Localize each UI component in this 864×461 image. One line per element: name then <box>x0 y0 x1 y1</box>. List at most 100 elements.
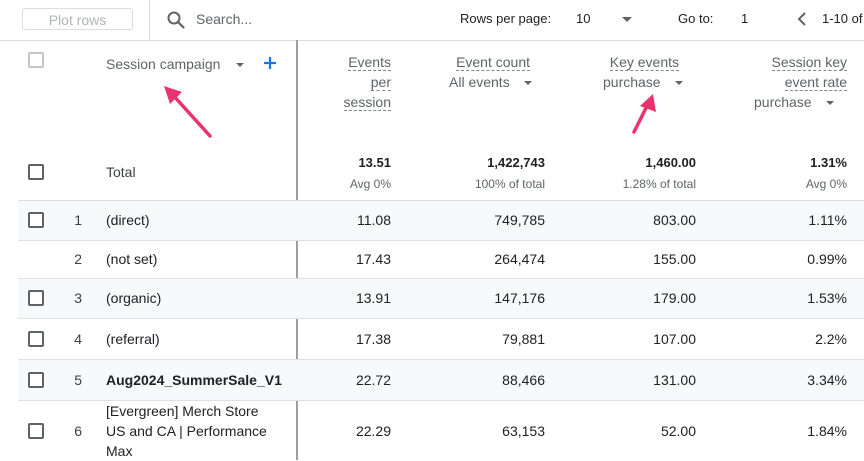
row-index: 4 <box>74 331 82 347</box>
total-subtext: Avg 0% <box>349 177 391 191</box>
row-dimension: (direct) <box>106 210 286 230</box>
row-value: 107.00 <box>653 331 696 347</box>
row-value: 79,881 <box>502 331 545 347</box>
row-dimension-line: (not set) <box>106 251 158 267</box>
row-value: 147,176 <box>494 290 545 306</box>
row-dimension: (not set) <box>106 249 286 269</box>
column-header-session-key-event-rate[interactable]: Session key event rate <box>771 52 847 92</box>
table-row[interactable] <box>18 400 864 461</box>
rows-per-page-select[interactable]: 10 <box>576 11 591 26</box>
row-value: 2.2% <box>815 331 847 347</box>
column-title-line: Events <box>348 54 391 71</box>
total-subtext: Avg 0% <box>805 177 847 191</box>
row-index: 2 <box>74 251 82 267</box>
row-index: 1 <box>74 212 82 228</box>
row-index: 3 <box>74 290 82 306</box>
table-row[interactable] <box>18 318 864 359</box>
go-to-page-input[interactable]: 1 <box>741 11 749 26</box>
row-value: 0.99% <box>807 251 847 267</box>
annotation-arrow-icon <box>164 86 212 138</box>
chevron-down-icon[interactable] <box>622 17 632 22</box>
row-dimension: (organic) <box>106 288 286 308</box>
row-dimension-line: Aug2024_SummerSale_V1 <box>106 372 282 388</box>
row-value: 22.29 <box>355 423 391 439</box>
row-value: 155.00 <box>653 251 696 267</box>
total-value: 1.31% <box>810 155 847 170</box>
plot-rows-button[interactable]: Plot rows <box>22 8 133 30</box>
table-row[interactable] <box>18 278 864 319</box>
row-value: 17.43 <box>355 251 391 267</box>
annotation-arrow-icon <box>632 94 656 134</box>
row-dimension: Aug2024_SummerSale_V1 <box>106 370 286 390</box>
row-value: 11.08 <box>357 212 391 228</box>
total-label: Total <box>106 164 136 180</box>
total-value: 1,422,743 <box>487 155 545 170</box>
total-subtext: 1.28% of total <box>622 177 696 191</box>
row-dimension-line: (organic) <box>106 290 162 306</box>
row-value: 13.91 <box>355 290 391 306</box>
column-title-line: Key events <box>609 54 679 71</box>
row-index: 5 <box>74 372 82 388</box>
chevron-left-icon[interactable] <box>794 10 810 28</box>
row-value: 1.11% <box>808 212 847 228</box>
add-dimension-icon[interactable] <box>262 55 278 71</box>
row-value: 131.00 <box>653 372 696 388</box>
column-header-key-events[interactable]: Key events <box>609 52 679 72</box>
total-subtext: 100% of total <box>474 177 545 191</box>
row-value: 22.72 <box>355 372 391 388</box>
column-header-event-count[interactable]: Event count <box>456 52 530 72</box>
column-title-line: Session key <box>771 54 847 71</box>
row-value: 1.84% <box>807 423 847 439</box>
row-value: 63,153 <box>502 423 545 439</box>
select-all-checkbox[interactable] <box>28 52 44 68</box>
go-to-label: Go to: <box>678 11 714 26</box>
row-dimension: (referral) <box>106 329 286 349</box>
row-value: 3.34% <box>807 372 847 388</box>
total-value: 1,460.00 <box>645 155 696 170</box>
row-index: 6 <box>74 423 82 439</box>
table-row[interactable] <box>18 359 864 401</box>
row-checkbox[interactable] <box>28 212 44 228</box>
rows-per-page-label: Rows per page: <box>460 11 552 26</box>
chevron-down-icon[interactable] <box>524 81 532 85</box>
row-value: 17.38 <box>355 331 391 347</box>
row-dimension-line: (direct) <box>106 212 150 228</box>
event-count-selector[interactable]: All events <box>449 74 510 90</box>
session-key-event-rate-selector[interactable]: purchase <box>754 94 812 110</box>
dimension-column-divider <box>296 40 298 460</box>
row-dimension-line: US and CA | Performance <box>106 423 267 439</box>
row-dimension: [Evergreen] Merch Store US and CA | Perf… <box>106 401 286 461</box>
key-events-selector[interactable]: purchase <box>603 74 661 90</box>
row-value: 803.00 <box>653 212 696 228</box>
chevron-down-icon[interactable] <box>826 101 834 105</box>
total-value: 13.51 <box>358 155 391 170</box>
chevron-down-icon[interactable] <box>236 63 244 67</box>
row-checkbox[interactable] <box>28 331 44 347</box>
row-value: 264,474 <box>494 251 545 267</box>
row-value: 88,466 <box>502 372 545 388</box>
row-checkbox[interactable] <box>28 290 44 306</box>
dimension-header-label[interactable]: Session campaign <box>106 56 221 72</box>
search-input[interactable] <box>196 8 346 30</box>
row-checkbox[interactable] <box>28 372 44 388</box>
pagination-range: 1-10 of <box>822 11 863 26</box>
row-dimension-line: [Evergreen] Merch Store <box>106 403 259 419</box>
column-title-line: event rate <box>784 74 847 91</box>
column-title-line: per <box>370 74 391 91</box>
row-value: 1.53% <box>807 290 847 306</box>
row-value: 749,785 <box>494 212 545 228</box>
toolbar-divider <box>149 0 150 40</box>
row-value: 52.00 <box>660 423 696 439</box>
total-checkbox[interactable] <box>28 164 44 180</box>
table-row[interactable] <box>18 240 864 279</box>
row-dimension-line: (referral) <box>106 331 160 347</box>
search-icon[interactable] <box>166 10 186 30</box>
chevron-down-icon[interactable] <box>675 81 683 85</box>
column-title-line: session <box>343 94 391 111</box>
column-title-line: Event count <box>456 54 530 71</box>
table-toolbar: Plot rows Rows per page: 10 Go to: 1 1-1… <box>0 0 864 41</box>
row-dimension-line: Max <box>106 443 133 459</box>
table-row[interactable] <box>18 200 864 241</box>
column-header-events-per-session[interactable]: Events per session <box>343 52 391 112</box>
row-checkbox[interactable] <box>28 423 44 439</box>
